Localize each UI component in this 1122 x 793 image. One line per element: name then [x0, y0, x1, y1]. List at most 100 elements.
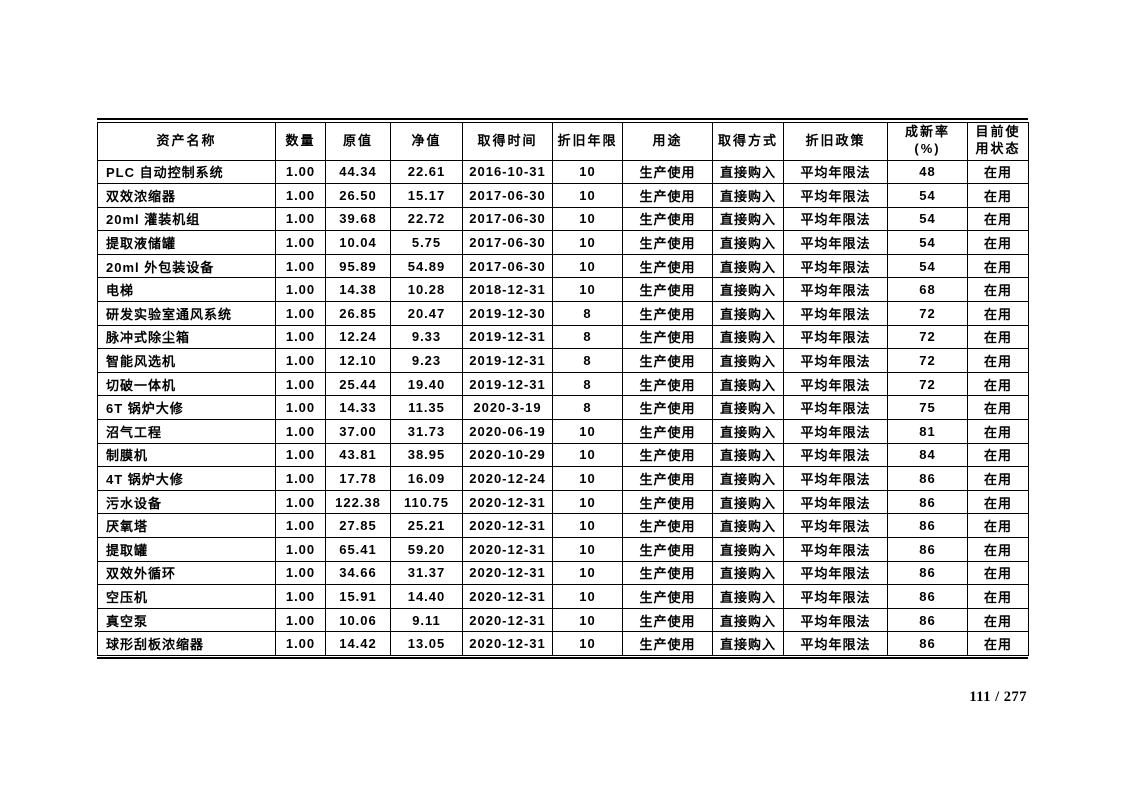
cell-depreciation-years: 10 [552, 277, 623, 303]
cell-net-value: 10.28 [390, 277, 463, 303]
cell-usage: 生产使用 [622, 230, 713, 255]
column-header-acquired-date: 取得时间 [462, 121, 553, 161]
cell-acquisition-method: 直接购入 [712, 419, 784, 444]
cell-original-value: 10.04 [325, 230, 391, 255]
cell-newness-rate: 86 [887, 560, 968, 586]
table-row: 智能风选机 1.00 12.10 9.23 2019-12-31 8 生产使用 直接购入 平均年… [97, 348, 1029, 373]
cell-net-value: 9.11 [390, 607, 463, 633]
column-header-acquisition-method: 取得方式 [712, 121, 784, 161]
table-row: 电梯 1.00 14.38 10.28 2018-12-31 10 生产使用 直接购入 平均年限… [97, 277, 1029, 303]
cell-current-status: 在用 [967, 560, 1029, 586]
cell-asset-name: 双效浓缩器 [97, 183, 276, 208]
cell-acquired-date: 2019-12-30 [462, 301, 553, 326]
column-header-net-value: 净值 [390, 121, 463, 161]
table-row: PLC 自动控制系统 1.00 44.34 22.61 2016-10-31 10 生产使用… [97, 159, 1029, 185]
cell-quantity: 1.00 [275, 419, 326, 444]
cell-asset-name: 厌氧塔 [97, 513, 276, 538]
cell-usage: 生产使用 [622, 324, 713, 350]
cell-newness-rate: 86 [887, 607, 968, 633]
asset-table-container: 资产名称 数量 原值 净值 取得时间 折旧年限 用途 取得方式 折旧政策 成新率 (%) 目前使 用… [97, 118, 1029, 660]
cell-usage: 生产使用 [622, 419, 713, 444]
cell-newness-rate: 54 [887, 206, 968, 232]
cell-usage: 生产使用 [622, 631, 713, 656]
cell-acquired-date: 2020-3-19 [462, 395, 553, 421]
cell-newness-rate: 86 [887, 631, 968, 656]
cell-asset-name: 提取罐 [97, 537, 276, 562]
cell-asset-name: 真空泵 [97, 607, 276, 633]
cell-depreciation-years: 10 [552, 489, 623, 515]
cell-asset-name: 电梯 [97, 277, 276, 303]
cell-quantity: 1.00 [275, 442, 326, 468]
cell-newness-rate: 86 [887, 466, 968, 491]
cell-original-value: 25.44 [325, 371, 391, 397]
cell-original-value: 65.41 [325, 537, 391, 562]
cell-asset-name: 智能风选机 [97, 348, 276, 373]
cell-acquisition-method: 直接购入 [712, 584, 784, 609]
cell-newness-rate: 54 [887, 183, 968, 208]
table-row: 制膜机 1.00 43.81 38.95 2020-10-29 10 生产使用 直接购入 平均年… [97, 442, 1029, 468]
cell-depreciation-years: 8 [552, 324, 623, 350]
cell-depreciation-policy: 平均年限法 [783, 584, 888, 609]
cell-depreciation-years: 10 [552, 442, 623, 468]
cell-net-value: 110.75 [390, 489, 463, 515]
cell-original-value: 17.78 [325, 466, 391, 491]
cell-current-status: 在用 [967, 253, 1029, 279]
cell-usage: 生产使用 [622, 607, 713, 633]
cell-quantity: 1.00 [275, 324, 326, 350]
cell-acquisition-method: 直接购入 [712, 324, 784, 350]
cell-acquired-date: 2020-10-29 [462, 442, 553, 468]
table-row: 提取液储罐 1.00 10.04 5.75 2017-06-30 10 生产使用 直接购入 平均… [97, 230, 1029, 255]
cell-acquisition-method: 直接购入 [712, 395, 784, 421]
cell-net-value: 16.09 [390, 466, 463, 491]
cell-asset-name: 研发实验室通风系统 [97, 301, 276, 326]
cell-newness-rate: 72 [887, 371, 968, 397]
cell-acquired-date: 2020-12-31 [462, 631, 553, 656]
cell-asset-name: 20ml 外包装设备 [97, 253, 276, 279]
cell-original-value: 26.85 [325, 301, 391, 326]
cell-acquisition-method: 直接购入 [712, 537, 784, 562]
cell-acquisition-method: 直接购入 [712, 513, 784, 538]
cell-net-value: 31.73 [390, 419, 463, 444]
column-header-newness-rate: 成新率 (%) [887, 121, 968, 161]
cell-quantity: 1.00 [275, 230, 326, 255]
cell-newness-rate: 72 [887, 348, 968, 373]
cell-original-value: 15.91 [325, 584, 391, 609]
cell-usage: 生产使用 [622, 301, 713, 326]
cell-acquired-date: 2019-12-31 [462, 348, 553, 373]
cell-depreciation-policy: 平均年限法 [783, 230, 888, 255]
cell-depreciation-policy: 平均年限法 [783, 607, 888, 633]
cell-current-status: 在用 [967, 631, 1029, 656]
table-row: 脉冲式除尘箱 1.00 12.24 9.33 2019-12-31 8 生产使用 直接购入 平均… [97, 324, 1029, 350]
cell-original-value: 27.85 [325, 513, 391, 538]
cell-quantity: 1.00 [275, 560, 326, 586]
cell-newness-rate: 86 [887, 584, 968, 609]
cell-depreciation-policy: 平均年限法 [783, 159, 888, 185]
cell-newness-rate: 54 [887, 230, 968, 255]
cell-acquisition-method: 直接购入 [712, 206, 784, 232]
cell-usage: 生产使用 [622, 442, 713, 468]
cell-quantity: 1.00 [275, 466, 326, 491]
cell-asset-name: 双效外循环 [97, 560, 276, 586]
cell-current-status: 在用 [967, 419, 1029, 444]
cell-usage: 生产使用 [622, 584, 713, 609]
cell-net-value: 9.23 [390, 348, 463, 373]
cell-newness-rate: 75 [887, 395, 968, 421]
cell-usage: 生产使用 [622, 159, 713, 185]
cell-asset-name: 20ml 灌装机组 [97, 206, 276, 232]
cell-newness-rate: 72 [887, 301, 968, 326]
cell-acquisition-method: 直接购入 [712, 183, 784, 208]
cell-depreciation-years: 8 [552, 348, 623, 373]
cell-original-value: 34.66 [325, 560, 391, 586]
cell-newness-rate: 86 [887, 537, 968, 562]
cell-depreciation-policy: 平均年限法 [783, 348, 888, 373]
cell-net-value: 20.47 [390, 301, 463, 326]
cell-original-value: 14.38 [325, 277, 391, 303]
cell-acquisition-method: 直接购入 [712, 371, 784, 397]
cell-acquired-date: 2016-10-31 [462, 159, 553, 185]
cell-quantity: 1.00 [275, 253, 326, 279]
cell-usage: 生产使用 [622, 206, 713, 232]
cell-quantity: 1.00 [275, 277, 326, 303]
cell-usage: 生产使用 [622, 560, 713, 586]
cell-quantity: 1.00 [275, 513, 326, 538]
cell-usage: 生产使用 [622, 489, 713, 515]
